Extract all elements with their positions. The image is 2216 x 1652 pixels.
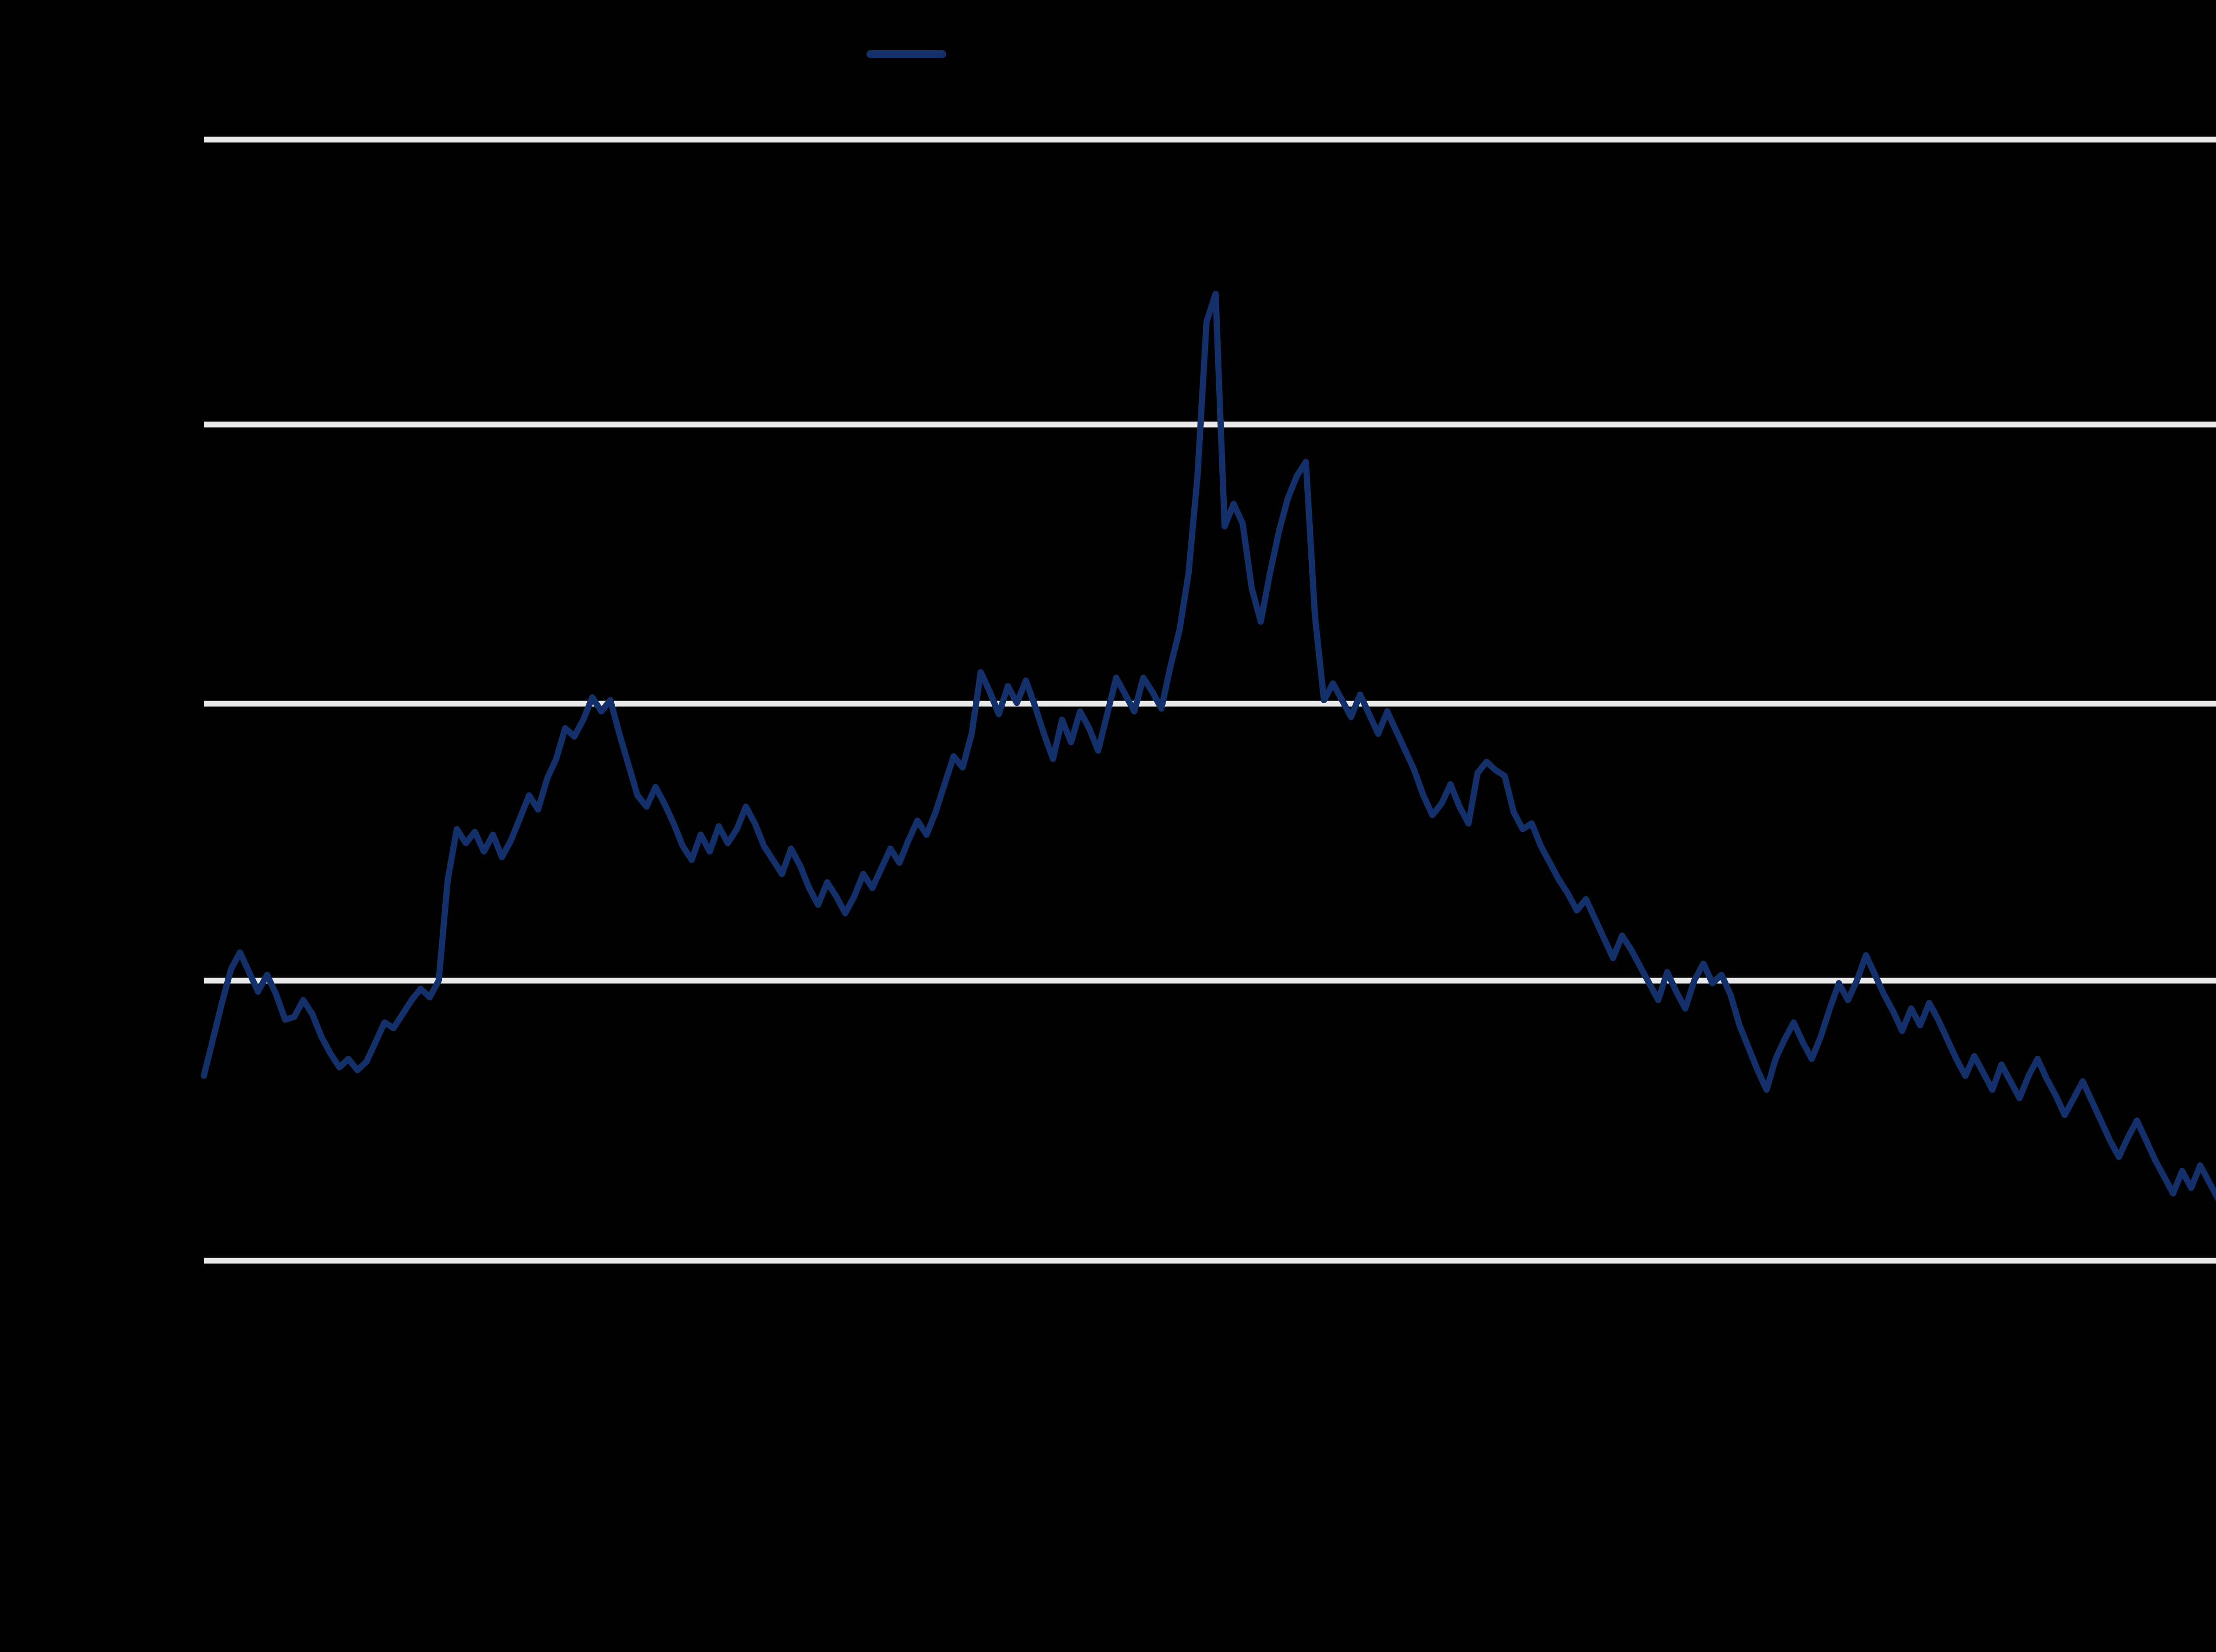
- gridlines: [204, 136, 2216, 1264]
- legend-swatch-icon: [866, 50, 946, 58]
- y-axis-tick-labels: [0, 0, 186, 1652]
- chart-legend: [866, 41, 958, 67]
- data-series-line: [201, 290, 2216, 1201]
